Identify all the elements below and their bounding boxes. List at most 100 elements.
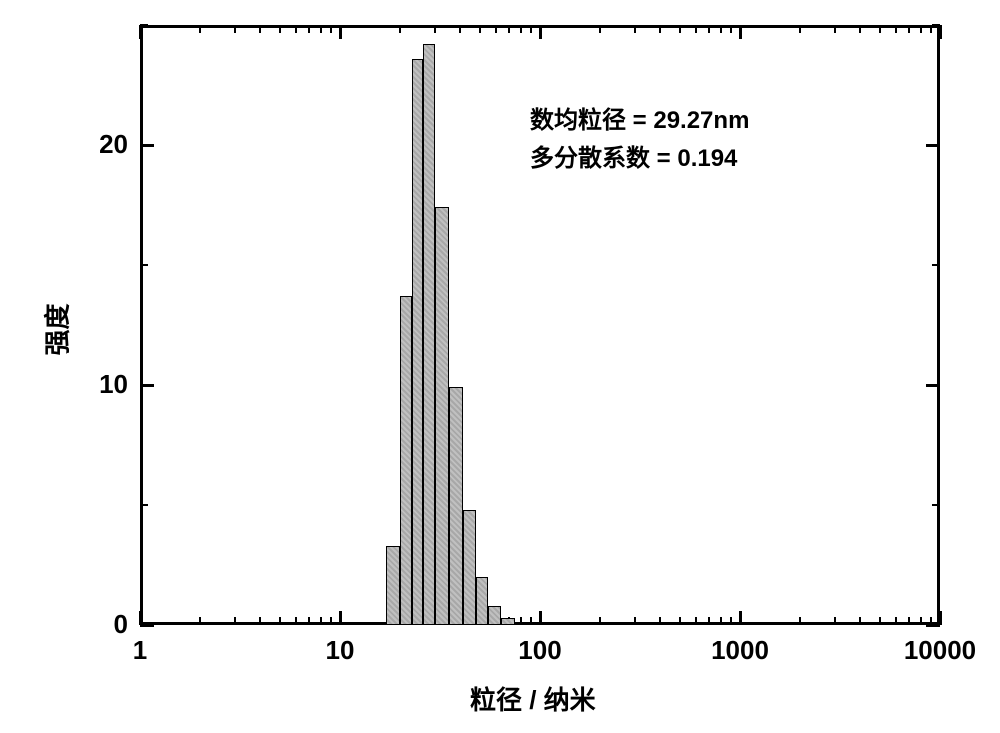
x-tick-minor [659,25,661,33]
chart-container: 强度 粒径 / 纳米 0 10 20 1 10 100 1000 10000 数均粒径 = 29… [0,0,1000,733]
x-tick-major [339,611,342,625]
y-tick-minor [140,504,148,506]
x-tick-minor [895,617,897,625]
y-tick-label: 10 [99,369,128,400]
x-tick-minor [508,25,510,33]
y-tick-major [140,384,154,387]
y-tick-major [140,624,154,627]
x-tick-minor [399,25,401,33]
x-tick-minor [695,617,697,625]
x-tick-minor [920,617,922,625]
x-tick-minor [495,25,497,33]
histogram-bar [400,296,412,625]
x-tick-minor [530,25,532,33]
x-tick-label: 10000 [904,635,976,666]
x-tick-minor [908,25,910,33]
y-tick-minor [932,264,940,266]
x-tick-minor [634,25,636,33]
histogram-bar [488,606,501,625]
x-tick-minor [434,25,436,33]
x-tick-minor [730,25,732,33]
x-tick-minor [834,617,836,625]
x-tick-minor [930,617,932,625]
histogram-bar [423,44,435,625]
x-tick-major [339,25,342,39]
x-tick-minor [879,617,881,625]
x-tick-minor [859,25,861,33]
x-tick-minor [599,617,601,625]
x-tick-major [939,611,942,625]
histogram-bar [449,387,463,625]
x-tick-minor [720,25,722,33]
x-tick-minor [295,25,297,33]
x-tick-minor [308,25,310,33]
x-tick-minor [308,617,310,625]
histogram-bar [501,618,515,625]
y-axis-label: 强度 [38,303,75,355]
x-tick-minor [799,617,801,625]
x-tick-minor [708,25,710,33]
x-tick-minor [730,617,732,625]
x-tick-minor [330,617,332,625]
x-tick-major [539,25,542,39]
x-tick-minor [634,617,636,625]
chart-annotation: 数均粒径 = 29.27nm [530,100,749,135]
x-tick-minor [679,617,681,625]
x-tick-major [139,25,142,39]
x-tick-minor [279,617,281,625]
x-tick-major [739,25,742,39]
x-tick-minor [879,25,881,33]
x-tick-minor [834,25,836,33]
x-tick-label: 10 [326,635,355,666]
x-tick-minor [799,25,801,33]
x-tick-minor [530,617,532,625]
histogram-bar [435,207,448,625]
x-tick-minor [479,25,481,33]
x-tick-minor [295,617,297,625]
x-tick-minor [895,25,897,33]
x-tick-major [139,611,142,625]
x-tick-minor [320,617,322,625]
histogram-bar [463,510,477,625]
x-tick-minor [199,617,201,625]
x-tick-minor [234,25,236,33]
x-tick-minor [659,617,661,625]
y-tick-minor [140,264,148,266]
x-tick-label: 100 [518,635,561,666]
x-tick-minor [708,617,710,625]
x-tick-major [939,25,942,39]
x-tick-minor [330,25,332,33]
y-tick-label: 0 [114,609,128,640]
x-tick-label: 1 [133,635,147,666]
histogram-bar [476,577,488,625]
x-tick-minor [320,25,322,33]
histogram-bar [412,59,423,625]
y-tick-major [926,624,940,627]
x-tick-label: 1000 [711,635,769,666]
x-axis-label: 粒径 / 纳米 [470,680,596,717]
x-tick-minor [920,25,922,33]
x-tick-minor [908,617,910,625]
x-tick-minor [859,617,861,625]
y-tick-major [926,384,940,387]
x-tick-minor [279,25,281,33]
x-tick-minor [599,25,601,33]
x-tick-minor [259,25,261,33]
histogram-bar [386,546,400,625]
x-tick-minor [695,25,697,33]
y-tick-major [926,144,940,147]
chart-annotation: 多分散系数 = 0.194 [530,138,737,173]
x-tick-minor [679,25,681,33]
y-tick-minor [932,504,940,506]
x-tick-minor [520,617,522,625]
x-tick-minor [459,25,461,33]
x-tick-minor [199,25,201,33]
x-tick-minor [720,617,722,625]
x-tick-minor [520,25,522,33]
y-tick-label: 20 [99,129,128,160]
x-tick-major [739,611,742,625]
x-tick-minor [234,617,236,625]
x-tick-minor [930,25,932,33]
x-tick-major [539,611,542,625]
y-tick-major [140,144,154,147]
